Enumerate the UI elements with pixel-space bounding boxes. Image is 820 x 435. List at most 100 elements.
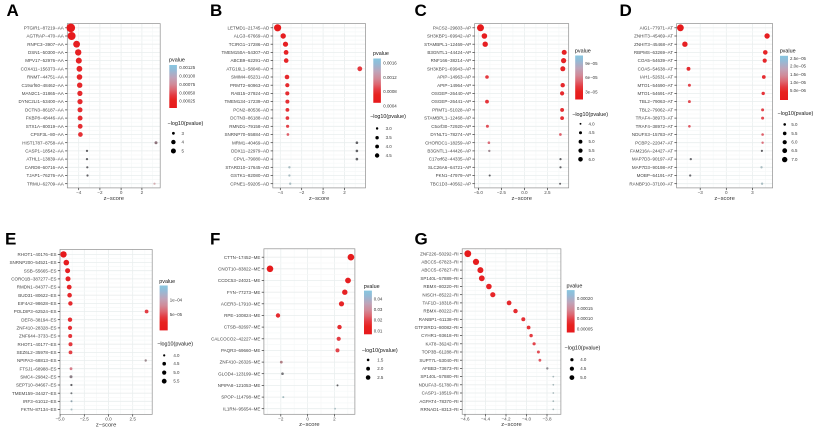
svg-text:2.5: 2.5 xyxy=(544,190,551,195)
svg-text:0.00100: 0.00100 xyxy=(179,74,195,79)
svg-text:−log10(pvalue): −log10(pvalue) xyxy=(565,346,601,352)
svg-text:NDUFS3−15783−AT: NDUFS3−15783−AT xyxy=(632,132,673,137)
svg-text:SMC4−29842−ES: SMC4−29842−ES xyxy=(20,374,56,379)
svg-text:C19orf60−48462−AA: C19orf60−48462−AA xyxy=(22,83,64,88)
svg-text:pvalue: pvalue xyxy=(780,49,796,55)
svg-text:2.5e−05: 2.5e−05 xyxy=(790,56,807,61)
svg-text:5.0: 5.0 xyxy=(580,375,587,380)
svg-text:SPOP−114798−ME: SPOP−114798−ME xyxy=(221,395,260,400)
svg-text:0.00005: 0.00005 xyxy=(577,326,593,331)
svg-text:NDUFA3−51780−RI: NDUFA3−51780−RI xyxy=(419,382,459,387)
svg-text:ATG16L1−58040−AD: ATG16L1−58040−AD xyxy=(226,66,270,71)
svg-text:PTGIR1−87219−AA: PTGIR1−87219−AA xyxy=(24,25,64,30)
svg-text:RHOT1−40176−ES: RHOT1−40176−ES xyxy=(17,252,56,257)
svg-text:COA5−54638−AT: COA5−54638−AT xyxy=(638,66,674,71)
svg-text:TBL2−79063−AT: TBL2−79063−AT xyxy=(639,99,673,104)
svg-text:4.0: 4.0 xyxy=(386,144,393,149)
svg-text:TRMU−62709−AA: TRMU−62709−AA xyxy=(27,181,64,186)
svg-text:MAN2C1−31865−AA: MAN2C1−31865−AA xyxy=(22,91,64,96)
svg-text:PACS2−29603−AP: PACS2−29603−AP xyxy=(433,25,471,30)
svg-text:E: E xyxy=(5,229,16,248)
svg-text:MTO1−54690−AT: MTO1−54690−AT xyxy=(637,83,673,88)
svg-text:SLC26A6−64721−AP: SLC26A6−64721−AP xyxy=(428,165,471,170)
svg-text:z−score: z−score xyxy=(501,422,521,428)
svg-text:1.0e−05: 1.0e−05 xyxy=(790,80,807,85)
svg-text:C17orf62−44335−AP: C17orf62−44335−AP xyxy=(429,157,471,162)
svg-text:−5.0: −5.0 xyxy=(474,190,484,195)
svg-text:pvalue: pvalue xyxy=(567,284,583,290)
svg-text:CTSB−82697−ME: CTSB−82697−ME xyxy=(224,325,261,330)
svg-text:4.5: 4.5 xyxy=(173,361,180,366)
svg-text:APIP−14963−AP: APIP−14963−AP xyxy=(437,75,471,80)
svg-text:4.0: 4.0 xyxy=(173,353,180,358)
svg-text:3e−05: 3e−05 xyxy=(585,90,598,95)
svg-text:CARD8−60716−AA: CARD8−60716−AA xyxy=(25,165,64,170)
svg-text:TCIRG1−17286−AD: TCIRG1−17286−AD xyxy=(229,42,270,47)
svg-text:2.5: 2.5 xyxy=(130,417,137,422)
svg-text:RNPC3−3907−AA: RNPC3−3907−AA xyxy=(27,42,64,47)
svg-text:3: 3 xyxy=(751,190,754,195)
svg-text:CCDC53−24021−ME: CCDC53−24021−ME xyxy=(218,278,261,283)
svg-text:pvalue: pvalue xyxy=(159,279,175,285)
svg-text:STARD10−17645−AD: STARD10−17645−AD xyxy=(225,165,270,170)
svg-text:z−score: z−score xyxy=(104,196,124,202)
svg-text:KAT8−36242−RI: KAT8−36242−RI xyxy=(425,341,458,346)
svg-text:ZNHIT3−45469−AT: ZNHIT3−45469−AT xyxy=(634,34,673,39)
svg-text:C: C xyxy=(415,1,427,20)
svg-text:4.5: 4.5 xyxy=(580,366,587,371)
svg-text:CYHR1−93618−RI: CYHR1−93618−RI xyxy=(421,333,459,338)
svg-text:−4.0: −4.0 xyxy=(522,417,532,422)
svg-text:−3: −3 xyxy=(698,190,704,195)
svg-text:0.01: 0.01 xyxy=(374,328,383,333)
svg-text:pvalue: pvalue xyxy=(373,51,389,57)
svg-text:RBMX−80222−RI: RBMX−80222−RI xyxy=(423,309,458,314)
svg-text:FYN−77273−ME: FYN−77273−ME xyxy=(227,290,261,295)
svg-text:6.5: 6.5 xyxy=(791,148,798,153)
svg-text:B3GNTL1−44424−AP: B3GNTL1−44424−AP xyxy=(427,50,471,55)
svg-text:C5orf30−72920−AP: C5orf30−72920−AP xyxy=(431,124,471,129)
svg-text:G: G xyxy=(415,229,428,248)
svg-text:NPIPA3−68813−ES: NPIPA3−68813−ES xyxy=(17,358,56,363)
svg-text:TMEM159−34427−ES: TMEM159−34427−ES xyxy=(12,391,57,396)
svg-text:DCTN3−86187−AA: DCTN3−86187−AA xyxy=(25,108,64,113)
svg-text:5e−05: 5e−05 xyxy=(170,312,183,317)
svg-text:PRMT2−60963−AD: PRMT2−60963−AD xyxy=(230,83,270,88)
svg-text:6e−05: 6e−05 xyxy=(585,75,598,80)
svg-text:COX411−156373−AA: COX411−156373−AA xyxy=(21,66,64,71)
svg-text:SEZ6L2−35978−ES: SEZ6L2−35978−ES xyxy=(16,350,56,355)
svg-text:5.0: 5.0 xyxy=(589,139,596,144)
svg-text:0: 0 xyxy=(120,190,123,195)
svg-text:−4.2: −4.2 xyxy=(501,417,511,422)
svg-text:−2.5: −2.5 xyxy=(80,417,90,422)
svg-text:5.0: 5.0 xyxy=(791,122,798,127)
svg-text:TRAF4−38973−AT: TRAF4−38973−AT xyxy=(636,116,674,121)
svg-text:SEPT10−84667−ES: SEPT10−84667−ES xyxy=(16,383,57,388)
svg-text:ZNF226−50292−RI: ZNF226−50292−RI xyxy=(420,251,459,256)
svg-text:2.0e−05: 2.0e−05 xyxy=(790,64,807,69)
svg-text:STX1A−80019−AA: STX1A−80019−AA xyxy=(26,124,64,129)
svg-text:B3GNTL1−44426−AP: B3GNTL1−44426−AP xyxy=(427,149,471,154)
svg-text:6.0: 6.0 xyxy=(589,157,596,162)
svg-text:TBC1D3−40562−AP: TBC1D3−40562−AP xyxy=(430,181,471,186)
svg-text:0.0: 0.0 xyxy=(105,417,112,422)
svg-text:−2.5: −2.5 xyxy=(497,190,507,195)
svg-text:GLOD4−123199−ME: GLOD4−123199−ME xyxy=(218,371,260,376)
svg-text:CPSF3L−80−AA: CPSF3L−80−AA xyxy=(31,132,64,137)
svg-text:EIF4A2−98628−ES: EIF4A2−98628−ES xyxy=(18,301,57,306)
svg-text:AIG1−77971−AT: AIG1−77971−AT xyxy=(640,25,674,30)
svg-text:4.5: 4.5 xyxy=(386,153,393,158)
svg-text:4.5: 4.5 xyxy=(589,130,596,135)
svg-text:TMEM134−17239−AD: TMEM134−17239−AD xyxy=(225,99,271,104)
svg-text:RNF166−38214−AP: RNF166−38214−AP xyxy=(431,58,472,63)
svg-text:3.5: 3.5 xyxy=(386,135,393,140)
svg-text:F: F xyxy=(210,229,220,248)
svg-text:TBL2−79062−AT: TBL2−79062−AT xyxy=(639,108,673,113)
svg-text:z−score: z−score xyxy=(309,196,329,202)
svg-text:2: 2 xyxy=(343,190,346,195)
svg-text:SP140L−57889−RI: SP140L−57889−RI xyxy=(420,276,458,281)
svg-text:0: 0 xyxy=(322,190,325,195)
svg-text:ALG3−67669−AD: ALG3−67669−AD xyxy=(234,34,270,39)
svg-text:ABCC5−67827−RI: ABCC5−67827−RI xyxy=(421,268,458,273)
svg-text:1.5: 1.5 xyxy=(377,357,384,362)
svg-text:DDX11−22979−AD: DDX11−22979−AD xyxy=(231,149,270,154)
